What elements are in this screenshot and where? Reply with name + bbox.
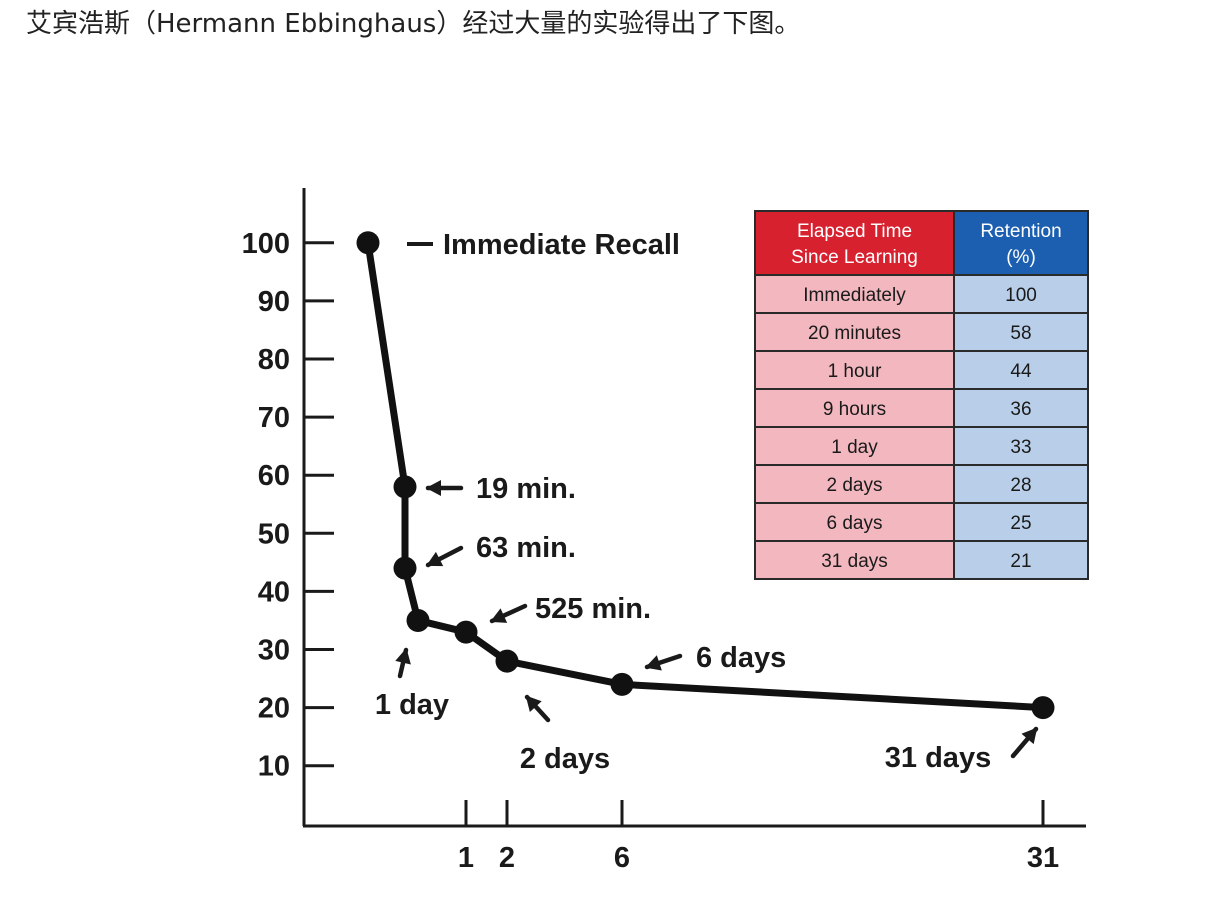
- data-point: [495, 649, 519, 673]
- data-point: [393, 475, 417, 499]
- chart-annotations: Immediate Recall 19 min. 63 min. 525 min. 1 …: [375, 229, 1039, 775]
- table-cell: [754, 540, 955, 580]
- data-point: [1031, 696, 1055, 720]
- table-cell: [953, 312, 1089, 352]
- y-tick-label: 80: [258, 344, 290, 376]
- table-cell-text: 28: [1010, 475, 1031, 496]
- table-cell-text: 1 hour: [828, 361, 883, 382]
- retention-table: Elapsed Time Since Learning Retention (%) Im…: [754, 210, 1089, 580]
- table-cell-text: 100: [1005, 285, 1037, 306]
- annotation-arrowhead: [426, 480, 441, 496]
- annotation-arrowhead: [490, 608, 508, 623]
- table-cell: [953, 540, 1089, 580]
- y-tick-label: 30: [258, 635, 290, 667]
- data-point: [406, 608, 430, 632]
- table-cell: [754, 388, 955, 428]
- y-tick-label: 70: [258, 402, 290, 434]
- x-tick-label: 2: [499, 842, 515, 874]
- table-cell-text: 25: [1010, 513, 1031, 534]
- x-tick-label: 1: [458, 842, 474, 874]
- table-header-text: Elapsed Time: [797, 221, 912, 242]
- table-cell: [953, 426, 1089, 466]
- table-cell-text: Immediately: [803, 285, 906, 306]
- table-cell-text: 20 minutes: [808, 323, 901, 344]
- y-tick-label: 50: [258, 518, 290, 550]
- annotation-label: 19 min.: [476, 473, 576, 505]
- annotation-arrowhead: [395, 648, 411, 665]
- table-cell: [953, 388, 1089, 428]
- data-point: [610, 672, 634, 696]
- intro-text: 艾宾浩斯（Hermann Ebbinghaus）经过大量的实验得出了下图。: [26, 9, 801, 39]
- table-cell: [754, 502, 955, 542]
- annotation-arrowhead: [426, 551, 444, 567]
- chart-axes: 10 20 30 40 50 60 70 80 90 100 1 2 6 31: [242, 188, 1086, 874]
- table-cell-text: 2 days: [827, 475, 883, 496]
- table-cell-text: 33: [1010, 437, 1031, 458]
- annotation-label: 63 min.: [476, 532, 576, 564]
- annotation-label: 525 min.: [535, 593, 651, 625]
- annotation-arrowhead: [645, 655, 662, 671]
- table-cell-text: 6 days: [827, 513, 883, 534]
- table-cell-text: 31 days: [821, 551, 888, 572]
- annotation-label: 2 days: [520, 743, 610, 775]
- retention-line: [364, 239, 1047, 712]
- y-tick-label: 40: [258, 576, 290, 608]
- table-cell-text: 9 hours: [823, 399, 886, 420]
- y-tick-label: 90: [258, 286, 290, 318]
- table-header-text: (%): [1006, 247, 1036, 268]
- annotation-label: 1 day: [375, 689, 449, 721]
- annotation-arrowhead: [1021, 727, 1038, 745]
- table-cell: [953, 464, 1089, 504]
- y-tick-label: 100: [242, 228, 290, 260]
- annotation-label: 31 days: [885, 742, 991, 774]
- table-cell-text: 36: [1010, 399, 1031, 420]
- annotation-label: 6 days: [696, 642, 786, 674]
- x-tick-label: 6: [614, 842, 630, 874]
- data-point: [356, 231, 380, 255]
- table-header-text: Retention: [980, 221, 1061, 242]
- x-tick-label: 31: [1027, 842, 1059, 874]
- annotation-arrowhead: [525, 695, 542, 712]
- table-cell-text: 58: [1010, 323, 1031, 344]
- annotation-label: Immediate Recall: [443, 229, 680, 261]
- table-cell: [953, 350, 1089, 390]
- data-point: [454, 620, 478, 644]
- data-point: [393, 556, 417, 580]
- table-cell-text: 21: [1010, 551, 1031, 572]
- table-cell-text: 44: [1010, 361, 1032, 382]
- table-header-text: Since Learning: [791, 247, 918, 268]
- y-tick-label: 20: [258, 693, 290, 725]
- table-cell: [953, 274, 1089, 314]
- table-cell: [754, 464, 955, 504]
- y-tick-label: 60: [258, 460, 290, 492]
- chart-curve: [356, 231, 1055, 720]
- table-cell-text: 1 day: [831, 437, 878, 458]
- y-tick-label: 10: [258, 751, 290, 783]
